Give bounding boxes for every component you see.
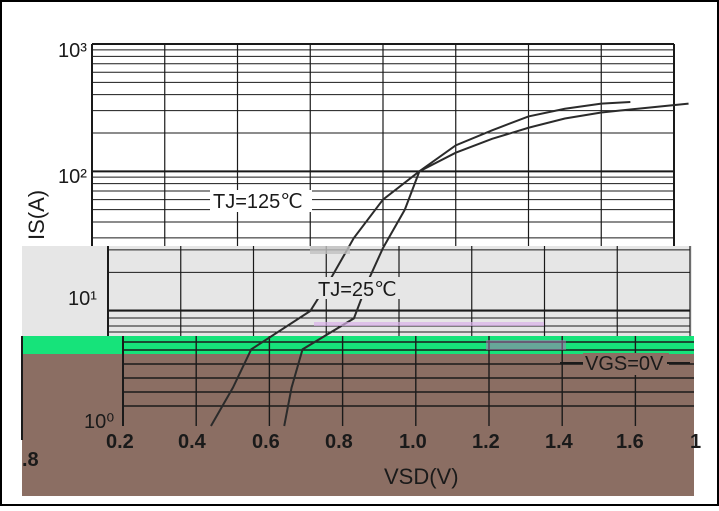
y-tick-label: 10⁰ — [84, 411, 114, 433]
x-tick-label: 1.2 — [472, 431, 500, 453]
x-tick-label: 0.8 — [325, 431, 353, 453]
curves — [210, 101, 689, 427]
x-axis-label: VSD(V) — [384, 464, 459, 489]
curve-tj-25 — [283, 102, 689, 427]
x-tick-label: 1.6 — [616, 431, 644, 453]
x-tick-label: 0.6 — [252, 431, 280, 453]
y-tick-label: 10¹ — [68, 288, 97, 310]
curve-tj-125 — [210, 101, 631, 427]
annotation-bg — [210, 190, 312, 212]
x-tick-label: .8 — [22, 449, 39, 471]
annotation-bg — [316, 277, 400, 299]
x-tick-label: 0.4 — [178, 431, 207, 453]
y-tick-label: 10² — [58, 166, 87, 188]
noise-artifacts — [310, 246, 566, 350]
x-tick-label: 1.0 — [399, 431, 427, 453]
x-tick-label: 0.2 — [106, 431, 134, 453]
y-tick-label: 10³ — [58, 40, 87, 62]
annotation-tj-25: TJ=25℃ — [318, 279, 397, 301]
x-tick-label: 1.4 — [545, 431, 574, 453]
annotation-vgs: VGS=0V — [585, 353, 664, 375]
annotation-tj-125: TJ=125℃ — [213, 191, 303, 213]
y-axis-label: IS(A) — [24, 190, 49, 240]
x-tick-label: 1 — [690, 431, 701, 453]
grid-middle — [107, 246, 691, 336]
annotation-bg — [583, 353, 669, 375]
